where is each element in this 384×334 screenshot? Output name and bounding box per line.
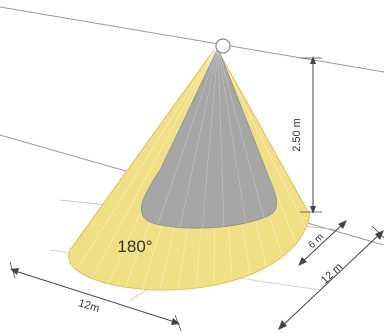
dimension-tick: [371, 225, 384, 239]
arrow-icon: [10, 268, 19, 275]
core-rays: [157, 47, 265, 230]
arrow-icon: [338, 220, 347, 229]
depth-dimension-line: [299, 221, 346, 265]
arrow-icon: [298, 257, 307, 266]
dimension-tick: [174, 314, 182, 332]
height-label: 2.50 m: [291, 118, 303, 152]
range-dimension-line: [279, 231, 383, 329]
arrow-icon: [310, 206, 316, 214]
ceiling-line: [0, 6, 384, 73]
arrow-icon: [310, 56, 316, 64]
range-label: 12 m: [319, 261, 345, 286]
angle-label: 180°: [117, 237, 152, 256]
width-label: 12m: [77, 297, 101, 315]
depth-label: 6 m: [306, 231, 326, 250]
width-dimension-line: [11, 269, 179, 324]
core-zone: [141, 46, 278, 229]
arrow-icon: [375, 230, 384, 240]
sensor-icon: [215, 38, 231, 54]
dimension-tick: [9, 261, 16, 279]
arrow-icon: [278, 320, 287, 330]
